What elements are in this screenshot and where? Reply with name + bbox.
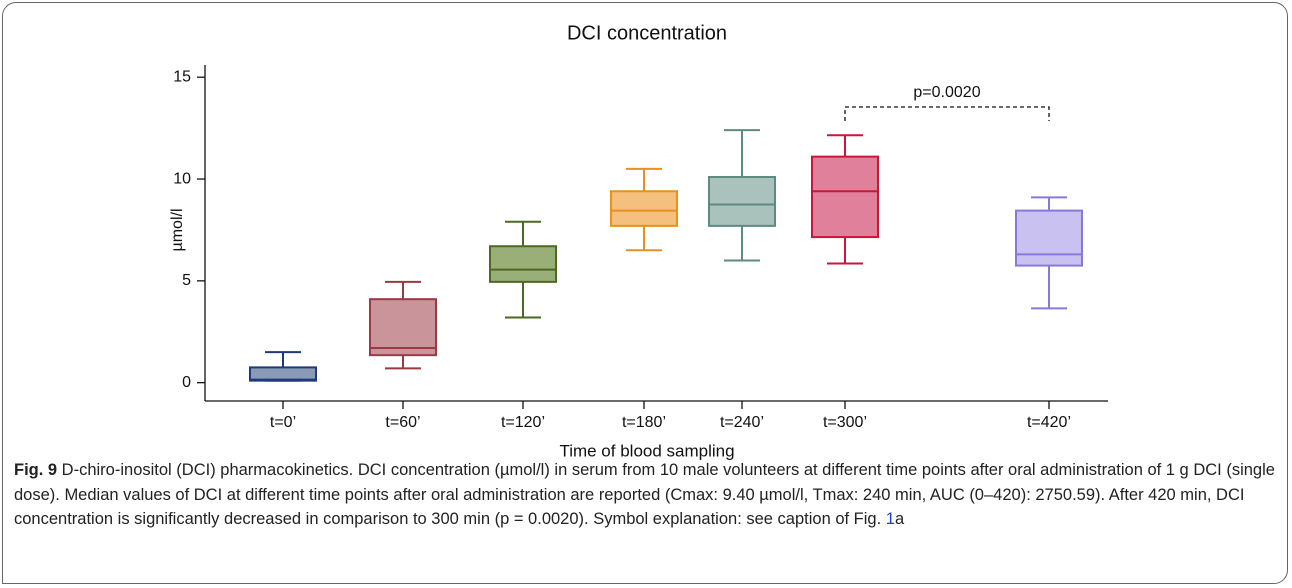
box [811,155,879,239]
y-tick-label: 15 [173,68,191,85]
annotation: p=0.0020 [913,84,980,101]
y-tick-label: 0 [182,374,191,391]
chart-title: DCI concentration [567,22,727,44]
box [369,298,437,357]
caption: Fig. 9 D-chiro-inositol (DCI) pharmacoki… [14,458,1282,532]
figure-link[interactable]: 1 [885,510,895,528]
y-tick-label: 10 [173,170,191,187]
x-axis-label: Time of blood sampling [559,441,734,460]
x-tick-label: t=180’ [622,414,666,431]
x-tick-label: t=120’ [501,414,545,431]
box [1015,209,1083,267]
y-tick-label: 5 [182,272,191,289]
x-tick-label: t=0’ [270,414,296,431]
box [249,366,317,382]
caption-label: Fig. 9 [14,461,58,479]
box [610,190,678,227]
y-axis-label: µmol/l [169,209,186,252]
x-tick-label: t=240’ [720,414,764,431]
x-tick-label: t=60’ [385,414,420,431]
box [489,245,557,283]
x-tick-label: t=420’ [1027,414,1071,431]
caption-text: D-chiro-inositol (DCI) pharmacokinetics.… [14,461,1275,528]
x-tick-label: t=300’ [823,414,867,431]
box [708,176,776,227]
significance-bracket [844,106,1050,121]
caption-text-end: a [894,510,905,528]
